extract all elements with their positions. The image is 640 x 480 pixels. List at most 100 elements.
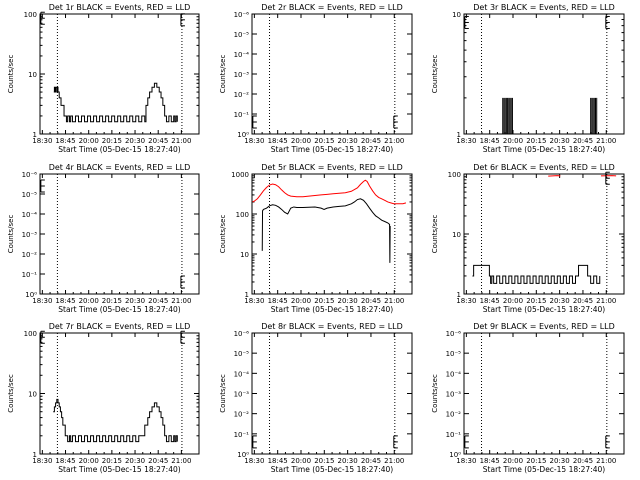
- x-tick-label: 18:30: [456, 457, 476, 465]
- y-tick-label: 10⁻¹: [234, 431, 250, 439]
- error-bracket-marker: [605, 435, 610, 449]
- x-tick-label: 20:00: [503, 457, 523, 465]
- panel-title: Det 9r BLACK = Events, RED = LLD: [473, 322, 615, 331]
- panel-title: Det 8r BLACK = Events, RED = LLD: [261, 322, 403, 331]
- x-tick-label: 18:45: [268, 137, 288, 145]
- plot-frame: [251, 332, 413, 455]
- x-tick-label: 20:30: [338, 457, 358, 465]
- x-tick-label: 20:45: [361, 137, 381, 145]
- x-tick-label: 20:15: [526, 297, 546, 305]
- y-axis-label: Counts/sec: [431, 215, 439, 254]
- y-tick-label: 100: [448, 171, 461, 179]
- panel-det-9: Det 9r BLACK = Events, RED = LLD 18:30 18:…: [431, 322, 625, 474]
- x-axis-label: Start Time (05-Dec-15 18:27:40): [483, 305, 605, 314]
- x-tick-label: 20:00: [79, 457, 99, 465]
- y-tick-label: 10⁻⁴: [234, 370, 250, 378]
- error-bracket-marker: [393, 115, 398, 129]
- y-tick-label: 10⁻¹: [234, 111, 250, 119]
- y-tick-label: 10⁰: [237, 451, 249, 459]
- y-tick-label: 1: [457, 291, 461, 299]
- plot-frame: [463, 332, 625, 455]
- x-tick-label: 20:30: [550, 137, 570, 145]
- y-tick-label: 10⁻²: [234, 411, 250, 419]
- y-tick-label: 10⁻⁶: [234, 330, 250, 338]
- panel-title: Det 1r BLACK = Events, RED = LLD: [49, 3, 191, 12]
- y-tick-label: 10: [452, 11, 461, 19]
- y-tick-label: 10⁻⁵: [22, 191, 38, 199]
- y-tick-label: 10⁻³: [234, 71, 250, 79]
- y-tick-label: 10: [28, 71, 37, 79]
- x-tick-label: 20:15: [102, 297, 122, 305]
- x-tick-label: 20:45: [361, 297, 381, 305]
- x-tick-label: 20:45: [148, 457, 168, 465]
- error-bracket-marker: [180, 13, 185, 27]
- x-tick-label: 18:45: [480, 457, 500, 465]
- x-tick-label: 20:15: [314, 137, 334, 145]
- y-tick-label: 100: [24, 330, 37, 338]
- x-tick-label: 18:30: [32, 457, 52, 465]
- panel-title: Det 5r BLACK = Events, RED = LLD: [261, 163, 403, 172]
- x-tick-label: 20:30: [125, 137, 145, 145]
- x-tick-label: 18:45: [55, 457, 75, 465]
- error-bracket-marker: [393, 435, 398, 449]
- x-tick-label: 20:45: [573, 137, 593, 145]
- y-axis-label: Counts/sec: [219, 374, 227, 413]
- y-tick-label: 10: [240, 251, 249, 259]
- x-tick-label: 21:00: [596, 137, 616, 145]
- y-tick-label: 10: [28, 391, 37, 399]
- y-axis-label: Counts/sec: [431, 374, 439, 413]
- x-tick-label: 18:45: [268, 457, 288, 465]
- x-tick-label: 18:30: [32, 297, 52, 305]
- y-tick-label: 10⁰: [237, 131, 249, 139]
- panel-title: Det 4r BLACK = Events, RED = LLD: [49, 163, 191, 172]
- x-tick-label: 20:30: [125, 457, 145, 465]
- panel-det-5: Det 5r BLACK = Events, RED = LLD 18:30 18:…: [219, 163, 413, 314]
- x-tick-label: 20:15: [102, 457, 122, 465]
- x-tick-label: 21:00: [596, 297, 616, 305]
- error-bracket-marker: [40, 179, 45, 193]
- x-axis-label: Start Time (05-Dec-15 18:27:40): [271, 145, 393, 154]
- data-series: [472, 264, 601, 284]
- error-bracket-marker: [40, 11, 45, 25]
- x-tick-label: 20:00: [503, 297, 523, 305]
- y-axis-label: Counts/sec: [219, 215, 227, 254]
- x-tick-label: 21:00: [384, 457, 404, 465]
- x-tick-label: 20:45: [573, 297, 593, 305]
- x-tick-label: 18:45: [480, 137, 500, 145]
- y-tick-label: 10⁻³: [234, 391, 250, 399]
- x-tick-label: 18:30: [456, 297, 476, 305]
- data-series: [53, 82, 178, 123]
- x-tick-label: 21:00: [171, 297, 191, 305]
- x-tick-label: 20:30: [338, 297, 358, 305]
- panel-det-7: Det 7r BLACK = Events, RED = LLD 18:30 18:…: [7, 322, 200, 474]
- error-bracket-marker: [605, 171, 610, 185]
- x-tick-label: 21:00: [171, 457, 191, 465]
- y-axis-label: Counts/sec: [7, 55, 15, 94]
- error-bracket-marker: [464, 435, 469, 449]
- x-tick-label: 18:30: [32, 137, 52, 145]
- y-tick-label: 10⁻⁴: [446, 370, 462, 378]
- plot-frame: [251, 13, 413, 135]
- y-tick-label: 100: [24, 11, 37, 19]
- panel-det-3: Det 3r BLACK = Events, RED = LLD 18:30 18:…: [431, 3, 625, 154]
- plot-frame: [39, 173, 200, 295]
- x-tick-label: 20:30: [338, 137, 358, 145]
- x-tick-label: 21:00: [171, 137, 191, 145]
- panel-det-6: Det 6r BLACK = Events, RED = LLD 18:30 18:…: [431, 163, 625, 314]
- error-bracket-marker: [605, 15, 610, 29]
- data-series: [548, 175, 561, 177]
- x-tick-label: 18:30: [244, 457, 264, 465]
- x-axis-label: Start Time (05-Dec-15 18:27:40): [271, 305, 393, 314]
- y-tick-label: 10⁰: [449, 451, 461, 459]
- y-tick-label: 1: [33, 451, 37, 459]
- x-tick-label: 20:15: [526, 457, 546, 465]
- panel-det-2: Det 2r BLACK = Events, RED = LLD 18:30 18:…: [219, 3, 413, 154]
- plot-frame: [251, 173, 413, 295]
- x-axis-label: Start Time (05-Dec-15 18:27:40): [58, 305, 180, 314]
- panel-det-4: Det 4r BLACK = Events, RED = LLD 18:30 18:…: [7, 163, 200, 314]
- x-axis-label: Start Time (05-Dec-15 18:27:40): [271, 465, 393, 474]
- panel-title: Det 3r BLACK = Events, RED = LLD: [473, 3, 615, 12]
- y-tick-label: 10⁰: [25, 291, 37, 299]
- x-tick-label: 20:15: [314, 457, 334, 465]
